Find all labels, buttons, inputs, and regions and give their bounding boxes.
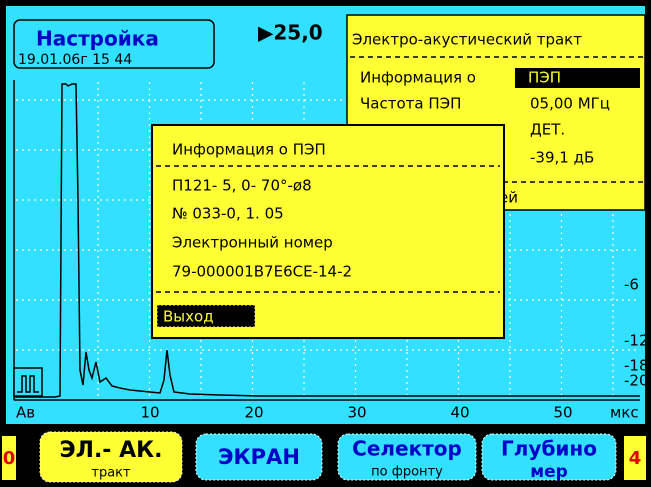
softkey-sub[interactable]: по фронту [371,465,443,480]
softkey-bar: 0 ЭЛ.- АК. тракт ЭКРАН Селектор по фронт… [2,431,646,483]
scale-label: -18 [624,357,649,375]
panel-info-value[interactable]: ПЭП [528,69,561,87]
softkey[interactable] [337,433,477,481]
gain: ▶25,0 [258,21,323,45]
dialog [151,124,505,339]
softkey-label[interactable]: Глубино [501,437,597,461]
panel-freq-value: 05,00 МГц [530,95,610,113]
softkey[interactable] [481,433,617,481]
softkey-label[interactable]: 0 [3,448,16,469]
axis-tick: 50 [553,404,572,422]
dialog-button[interactable]: Выход [163,308,214,326]
panel-info-highlight [515,68,640,88]
dialog-button-bg[interactable] [156,304,256,328]
scale-label: -20 [624,372,649,390]
softkey-label[interactable]: Селектор [352,437,462,461]
softkey[interactable] [195,433,323,481]
softkey[interactable] [2,436,16,480]
panel-level: -39,1 дБ [530,149,594,167]
dialog-title: Информация о ПЭП [172,141,326,159]
scale-label: -12 [624,332,649,350]
dialog-line: № 033-0, 1. 05 [172,205,284,223]
axis-unit: мкс [610,404,639,422]
header-title: Настройка [36,27,159,51]
dialog-line: П121- 5, 0- 70°-ø8 [172,177,312,195]
axis-tick: 30 [347,404,366,422]
dialog-line: 79-000001B7E6CE-14-2 [172,263,352,281]
softkey-sub[interactable]: мер [530,462,568,482]
softkey-label[interactable]: 4 [629,448,642,469]
panel-info-label: Информация о [360,69,476,87]
axis-tick: 20 [244,404,263,422]
softkey-label[interactable]: ЭЛ.- АК. [60,438,163,463]
softkey-label[interactable]: ЭКРАН [218,445,300,469]
softkey[interactable] [39,431,183,483]
scale-label: -6 [624,276,639,294]
axis-start: Ав [16,404,35,422]
axis-tick: 10 [140,404,159,422]
header-box [13,19,215,69]
echo-trace [14,83,640,398]
dialog-line: Электронный номер [172,234,333,252]
softkey[interactable] [624,436,646,480]
header-datetime: 19.01.06г 15 44 [18,52,132,68]
axis-tick: 40 [450,404,469,422]
probe-icon-glyph [17,375,39,393]
panel-detector: ДЕТ. [530,121,565,139]
panel-title: Электро-акустический тракт [352,31,582,49]
panel-freq-label: Частота ПЭП [360,95,461,113]
softkey-sub[interactable]: тракт [91,466,131,481]
